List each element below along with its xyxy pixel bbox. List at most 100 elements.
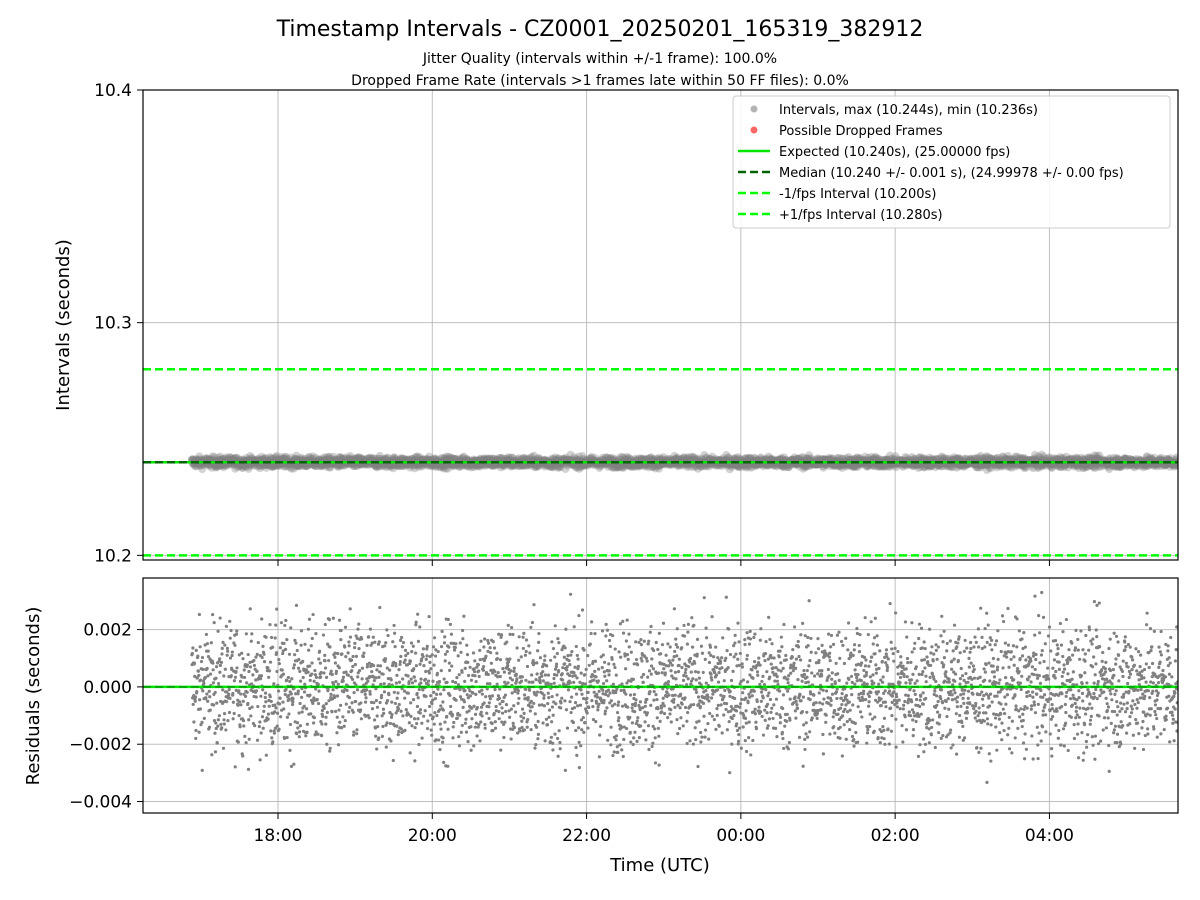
- residual-point: [431, 645, 436, 649]
- interval-point: [301, 454, 310, 463]
- intervals-y-axis-label: Intervals (seconds): [53, 239, 74, 411]
- residual-point: [388, 668, 392, 672]
- residual-point: [325, 742, 329, 746]
- interval-point: [411, 453, 420, 462]
- residual-point: [418, 711, 422, 715]
- residual-point: [421, 688, 425, 692]
- interval-point: [746, 453, 755, 462]
- interval-point: [696, 462, 705, 471]
- interval-point: [234, 462, 243, 471]
- residual-point: [274, 706, 278, 710]
- residual-point: [236, 703, 240, 707]
- residual-point: [340, 652, 344, 656]
- interval-point: [531, 463, 540, 472]
- interval-point: [566, 450, 575, 459]
- interval-point: [262, 454, 271, 463]
- interval-point: [458, 453, 467, 462]
- residual-point: [243, 694, 248, 698]
- residual-point: [267, 704, 271, 708]
- interval-point: [192, 461, 201, 470]
- interval-point: [295, 462, 304, 471]
- interval-point: [336, 454, 345, 463]
- interval-point: [523, 461, 532, 470]
- interval-point: [606, 454, 615, 463]
- residual-point: [243, 734, 247, 738]
- interval-point: [418, 462, 427, 471]
- interval-point: [701, 462, 710, 471]
- residual-point: [305, 722, 309, 726]
- interval-point: [229, 454, 238, 463]
- interval-point: [529, 451, 538, 460]
- residual-point: [447, 645, 451, 649]
- residual-point: [247, 669, 251, 674]
- interval-point: [636, 454, 645, 463]
- residual-point: [398, 638, 403, 642]
- interval-point: [483, 454, 492, 463]
- residual-point: [252, 663, 257, 668]
- interval-point: [374, 462, 383, 471]
- interval-point: [382, 463, 391, 472]
- residual-point: [454, 642, 458, 646]
- residual-point: [370, 670, 374, 674]
- interval-point: [469, 463, 478, 472]
- interval-point: [630, 461, 639, 470]
- interval-point: [262, 463, 271, 472]
- residual-point: [211, 612, 215, 617]
- residual-point: [343, 645, 347, 649]
- residual-point: [472, 670, 477, 674]
- residual-point: [415, 704, 420, 709]
- interval-point: [595, 462, 604, 471]
- interval-point: [697, 462, 706, 471]
- residual-point: [335, 694, 340, 698]
- residual-point: [353, 645, 357, 650]
- residual-point: [408, 751, 412, 755]
- interval-point: [499, 462, 508, 471]
- interval-point: [271, 461, 280, 470]
- interval-point: [322, 462, 331, 471]
- interval-point: [559, 454, 568, 463]
- residual-point: [275, 724, 279, 728]
- interval-point: [442, 452, 451, 461]
- interval-point: [366, 453, 375, 462]
- residual-point: [262, 660, 267, 664]
- residual-point: [211, 681, 216, 685]
- interval-point: [332, 461, 341, 470]
- residual-point: [446, 727, 450, 731]
- residual-point: [234, 632, 239, 636]
- interval-point: [701, 461, 710, 470]
- interval-point: [336, 461, 345, 470]
- interval-point: [626, 461, 635, 470]
- interval-point: [399, 461, 408, 470]
- residual-point: [282, 707, 286, 711]
- residual-point: [259, 674, 264, 678]
- residual-point: [327, 618, 332, 622]
- residual-point: [468, 694, 472, 698]
- residual-point: [449, 632, 454, 636]
- residual-point: [289, 626, 293, 630]
- interval-point: [391, 455, 400, 464]
- residual-point: [270, 736, 274, 740]
- residual-point: [277, 662, 281, 666]
- residual-point: [423, 677, 428, 681]
- residual-point: [461, 705, 465, 710]
- residual-point: [472, 744, 476, 748]
- residual-point: [237, 689, 241, 693]
- residual-point: [341, 715, 345, 719]
- residual-point: [439, 727, 443, 731]
- residual-point: [227, 687, 231, 692]
- interval-point: [561, 465, 570, 474]
- interval-point: [570, 453, 579, 462]
- legend-expected-label: Expected (10.240s), (25.00000 fps): [779, 145, 1010, 160]
- interval-point: [532, 461, 541, 470]
- residual-point: [285, 715, 289, 719]
- residual-point: [197, 612, 201, 617]
- interval-point: [696, 461, 705, 470]
- residual-point: [304, 734, 308, 738]
- residual-point: [284, 618, 288, 623]
- residual-point: [264, 700, 268, 704]
- residual-point: [341, 675, 346, 679]
- residual-point: [196, 669, 200, 673]
- interval-point: [462, 461, 471, 470]
- residual-point: [283, 623, 287, 628]
- residual-point: [351, 710, 355, 714]
